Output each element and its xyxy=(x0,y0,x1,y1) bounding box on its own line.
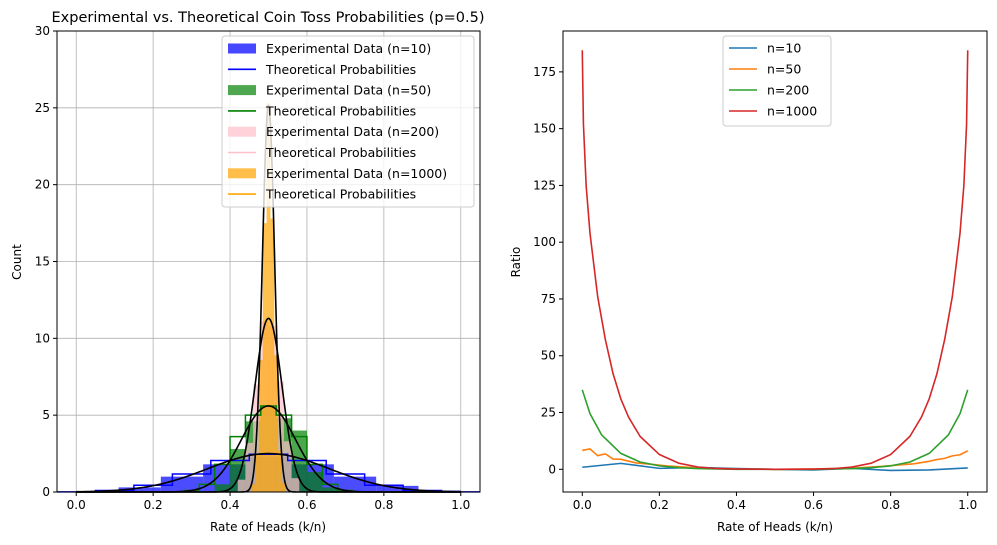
left-chart-title: Experimental vs. Theoretical Coin Toss P… xyxy=(52,10,485,26)
histogram-bar xyxy=(291,478,300,492)
legend-entry-label: n=50 xyxy=(767,62,801,77)
left-x-tick-label: 0.4 xyxy=(220,498,239,512)
histogram-bar xyxy=(270,218,275,492)
right-y-tick-label: 75 xyxy=(541,292,556,306)
left-x-axis-label: Rate of Heads (k/n) xyxy=(210,520,326,534)
right-y-tick-label: 0 xyxy=(548,462,556,476)
left-y-tick-label: 0 xyxy=(42,485,50,499)
legend-patch-swatch xyxy=(228,85,256,96)
right-legend: n=10 n=50 n=200 n=1000 xyxy=(722,35,832,127)
right-plot-frame xyxy=(562,30,988,493)
histogram-bar xyxy=(281,482,286,492)
left-x-tick-label: 0.8 xyxy=(374,498,393,512)
left-y-tick-label: 15 xyxy=(35,255,50,269)
legend-patch-swatch xyxy=(228,43,256,54)
right-series-lines xyxy=(581,50,969,472)
left-x-tick-label: 0.6 xyxy=(297,498,316,512)
right-y-ticks: 0 25 50 75 100 125 150 175 xyxy=(533,65,563,476)
right-x-tick-label: 0.6 xyxy=(804,498,823,512)
right-y-tick-label: 25 xyxy=(541,406,556,420)
legend-entry-label: n=10 xyxy=(767,41,801,56)
left-legend-box xyxy=(221,35,475,208)
histogram-bar xyxy=(274,355,279,492)
left-y-tick-label: 10 xyxy=(35,331,50,345)
right-x-tick-label: 0.4 xyxy=(727,498,746,512)
histogram-bar xyxy=(376,485,419,492)
right-y-tick-label: 50 xyxy=(541,349,556,363)
right-x-tick-label: 1.0 xyxy=(958,498,977,512)
left-y-tick-label: 5 xyxy=(42,408,50,422)
histogram-bar xyxy=(118,487,161,492)
histogram-bar xyxy=(306,472,323,492)
left-y-tick-label: 25 xyxy=(35,101,50,115)
histogram-bar xyxy=(258,359,263,492)
right-y-tick-label: 175 xyxy=(533,65,556,79)
series-line xyxy=(581,389,969,471)
histogram-bar xyxy=(245,442,254,492)
right-x-tick-label: 0.2 xyxy=(650,498,669,512)
left-x-tick-label: 1.0 xyxy=(451,498,470,512)
legend-entry-label: Experimental Data (n=1000) xyxy=(266,166,447,181)
left-legend: Experimental Data (n=10) Theoretical Prob… xyxy=(221,35,475,208)
legend-entry-label: Theoretical Probabilities xyxy=(265,145,416,160)
legend-entry-label: n=1000 xyxy=(767,104,817,119)
histogram-bar xyxy=(266,103,271,493)
histogram-bar xyxy=(255,453,259,492)
right-y-tick-label: 125 xyxy=(533,178,556,192)
right-y-axis-label: Ratio xyxy=(509,247,523,278)
histogram-bar xyxy=(237,479,246,492)
right-x-axis-label: Rate of Heads (k/n) xyxy=(717,520,833,534)
left-y-ticks: 0 5 10 15 20 25 30 xyxy=(35,24,57,499)
legend-entry-label: Theoretical Probabilities xyxy=(265,62,416,77)
density-curve xyxy=(76,452,461,493)
legend-entry-label: Theoretical Probabilities xyxy=(265,187,416,202)
left-x-tick-label: 0.0 xyxy=(67,498,86,512)
histogram-bar xyxy=(278,450,282,492)
histogram-bar xyxy=(291,430,307,492)
legend-patch-swatch xyxy=(228,168,256,179)
left-chart: Experimental vs. Theoretical Coin Toss P… xyxy=(10,10,484,534)
left-y-axis-label: Count xyxy=(10,244,24,280)
right-y-tick-label: 150 xyxy=(533,122,556,136)
legend-entry-label: Experimental Data (n=200) xyxy=(266,124,439,139)
histogram-bar xyxy=(251,484,256,492)
left-y-tick-label: 20 xyxy=(35,178,50,192)
series-line xyxy=(581,50,969,471)
left-x-tick-label: 0.2 xyxy=(144,498,163,512)
right-chart: 0.0 0.2 0.4 0.6 0.8 1.0 0 25 50 75 100 125 150 175 R… xyxy=(509,30,988,534)
legend-entry-label: n=200 xyxy=(767,83,809,98)
legend-entry-label: Experimental Data (n=10) xyxy=(266,41,431,56)
histogram-bar xyxy=(262,223,267,493)
right-x-tick-label: 0.8 xyxy=(881,498,900,512)
left-x-ticks: 0.0 0.2 0.4 0.6 0.8 1.0 xyxy=(67,492,470,512)
right-x-tick-label: 0.0 xyxy=(573,498,592,512)
right-legend-box xyxy=(722,35,832,127)
right-x-ticks: 0.0 0.2 0.4 0.6 0.8 1.0 xyxy=(573,492,977,512)
legend-patch-swatch xyxy=(228,126,256,137)
left-y-tick-label: 30 xyxy=(35,24,50,38)
legend-entry-label: Experimental Data (n=50) xyxy=(266,83,431,98)
histogram-bar xyxy=(214,484,231,492)
histogram-bar xyxy=(322,487,338,492)
right-y-tick-label: 100 xyxy=(533,235,556,249)
histogram-bar xyxy=(283,441,292,492)
legend-entry-label: Theoretical Probabilities xyxy=(265,103,416,118)
